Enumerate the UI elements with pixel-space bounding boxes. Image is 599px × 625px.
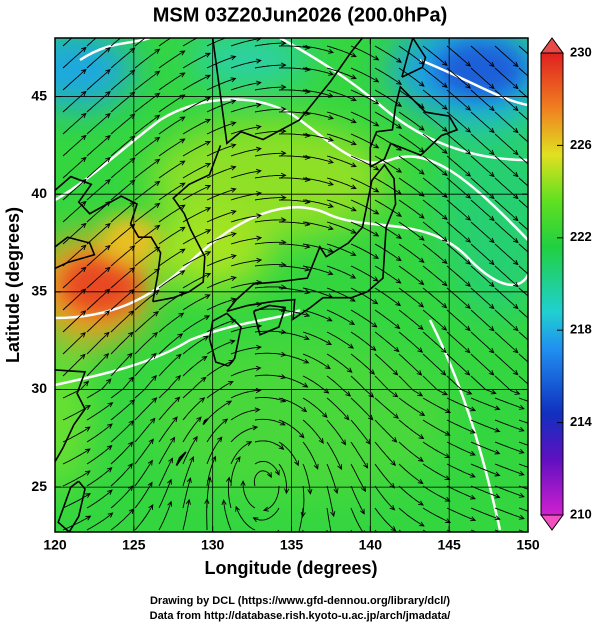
colorbar-tick-label: 230 [570, 44, 592, 59]
y-tick-label: 35 [31, 283, 47, 299]
y-tick-label: 40 [31, 185, 47, 201]
y-tick-label: 25 [31, 478, 47, 494]
colorbar-tick-label: 222 [570, 229, 592, 244]
footer-line2: Data from http://database.rish.kyoto-u.a… [150, 610, 451, 622]
x-tick-label: 150 [516, 537, 540, 553]
coastline [55, 38, 459, 532]
x-axis-label: Longitude (degrees) [204, 558, 377, 578]
colorbar-tick-label: 218 [570, 322, 592, 337]
field [55, 38, 528, 532]
streamlines [62, 38, 528, 532]
colorbar-top-arrow [540, 37, 564, 54]
colorbar-bottom-arrow [540, 514, 564, 531]
colorbar-tick-label: 214 [570, 414, 592, 429]
x-tick-label: 130 [201, 537, 225, 553]
x-tick-label: 120 [43, 537, 67, 553]
footer-line1: Drawing by DCL (https://www.gfd-dennou.o… [150, 595, 450, 607]
x-tick-label: 145 [437, 537, 461, 553]
y-tick-label: 30 [31, 380, 47, 396]
title: MSM 03Z20Jun2026 (200.0hPa) [153, 4, 448, 26]
x-tick-label: 140 [359, 537, 383, 553]
colorbar-tick-label: 226 [570, 137, 592, 152]
y-tick-label: 45 [31, 87, 47, 103]
y-axis-label: Latitude (degrees) [3, 207, 23, 363]
colorbar [540, 52, 564, 516]
colorbar-tick-label: 210 [570, 506, 592, 521]
x-tick-label: 125 [122, 537, 146, 553]
x-tick-label: 135 [280, 537, 304, 553]
